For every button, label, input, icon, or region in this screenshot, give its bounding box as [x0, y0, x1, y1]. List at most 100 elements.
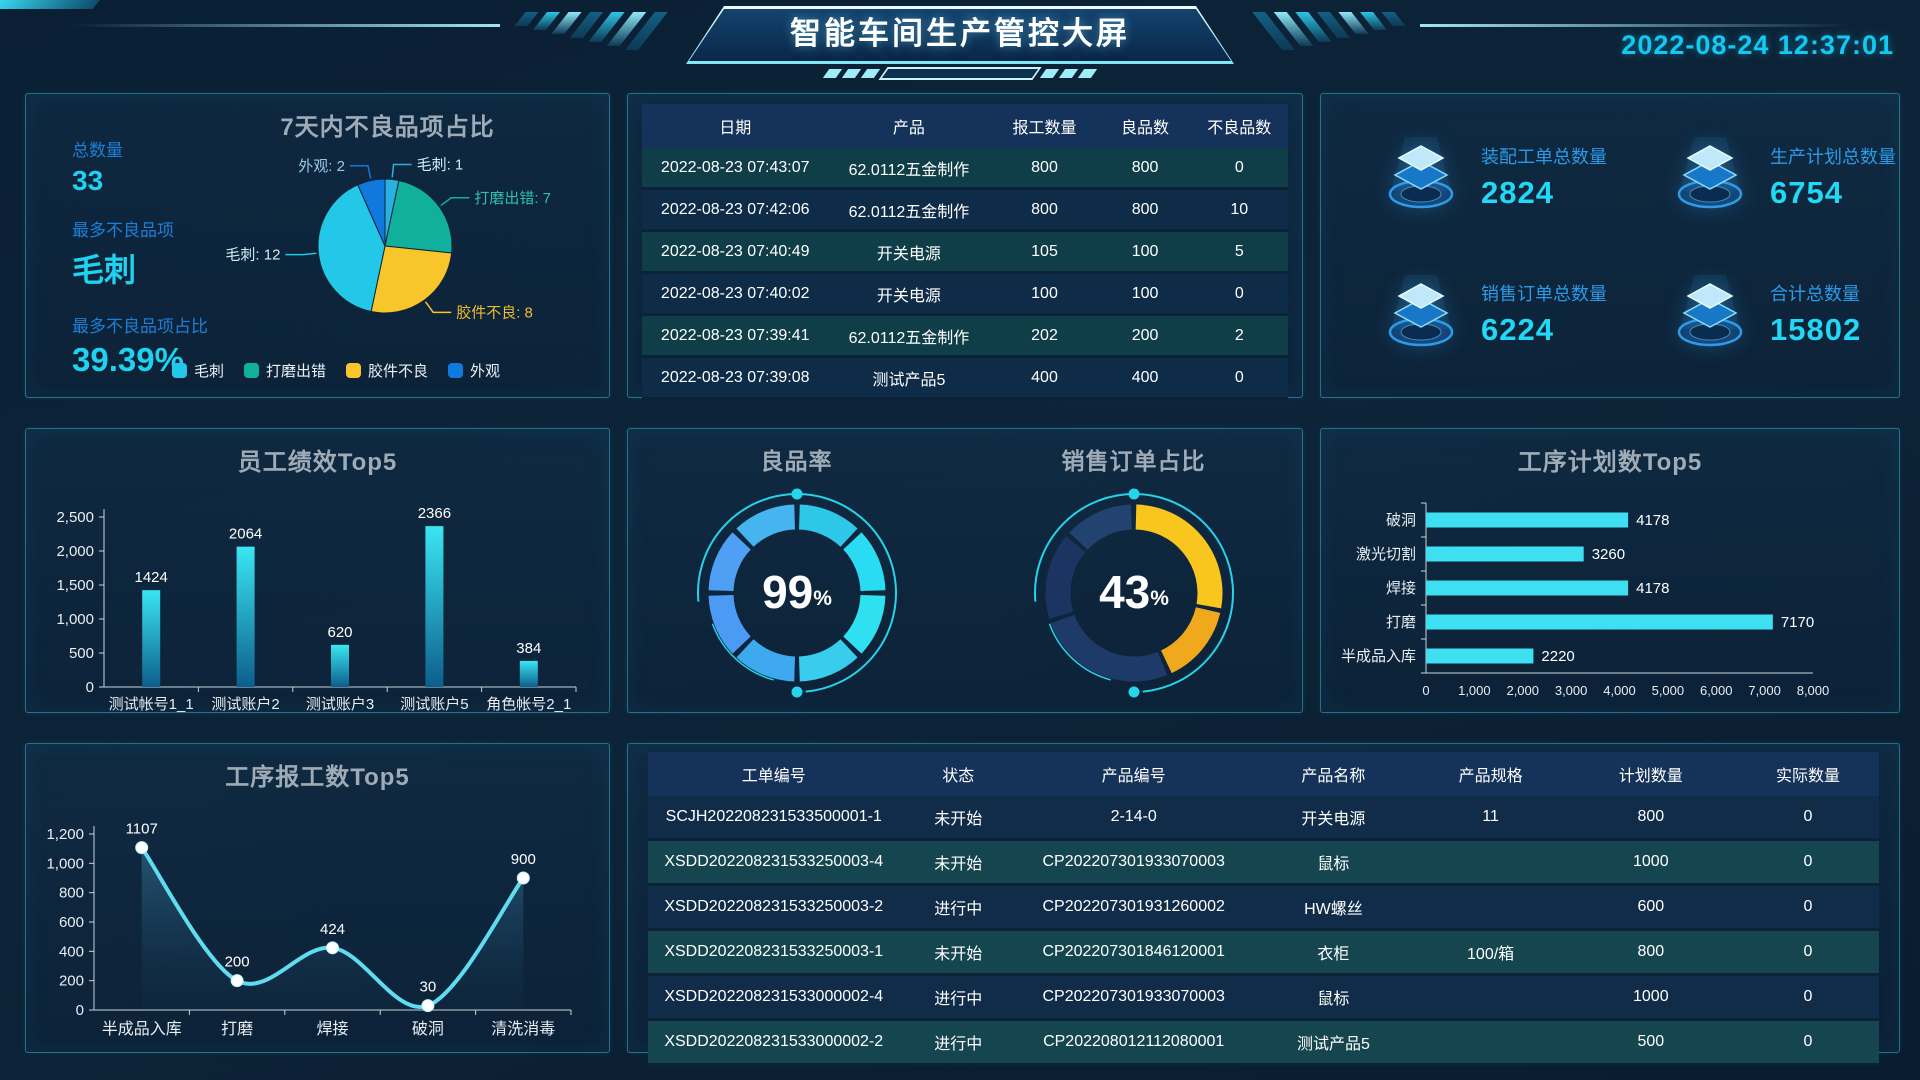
pie-legend: 毛刺 打磨出错 胶件不良 外观: [172, 360, 500, 381]
table-cell: 鼠标: [1250, 839, 1417, 885]
sales-ratio-gauge-box: 销售订单占比 43%: [965, 429, 1302, 712]
table-header-row: 日期 产品 报工数量 良品数 不良品数: [642, 104, 1288, 148]
header-left-line-decoration: [70, 24, 500, 27]
table-cell: 100/箱: [1416, 929, 1565, 975]
svg-text:0: 0: [76, 1002, 84, 1019]
header-right-line-decoration: [1420, 24, 1850, 27]
table-cell: HW螺丝: [1250, 884, 1417, 930]
table-row: 2022-08-23 07:39:41 62.0112五金制作 202 200 2: [642, 314, 1288, 357]
header-right-stripes-decoration: [1252, 12, 1406, 50]
table-cell: CP202207301933070003: [1017, 839, 1251, 885]
table-cell: XSDD202208231533000002-4: [648, 974, 900, 1020]
svg-text:外观: 2: 外观: 2: [298, 158, 345, 175]
stat-top-defect-ratio: 最多不良品项占比 39.39%: [72, 317, 208, 378]
legend-item-胶件不良[interactable]: 胶件不良: [346, 360, 428, 381]
svg-text:1,000: 1,000: [1458, 683, 1491, 698]
table-cell: 0: [1736, 974, 1879, 1020]
pie-slice-毛刺[interactable]: [317, 184, 386, 313]
table-cell: 0: [1190, 148, 1288, 189]
svg-text:400: 400: [59, 943, 84, 960]
dash-decoration: [1058, 69, 1079, 78]
table-cell: 800: [1564, 796, 1737, 840]
svg-text:3260: 3260: [1592, 546, 1625, 563]
table-cell: 进行中: [899, 884, 1018, 930]
column-header: 工单编号: [648, 752, 900, 796]
good-rate-gauge: 99%: [682, 478, 912, 713]
stripe-decoration: [1381, 12, 1406, 26]
gauge-value: 43%: [1099, 566, 1169, 618]
panel-title: 7天内不良品项占比: [280, 114, 495, 141]
table-cell: 10: [1190, 188, 1288, 231]
svg-text:测试帐号1_1: 测试帐号1_1: [109, 696, 194, 713]
table-cell: 62.0112五金制作: [828, 314, 990, 357]
svg-text:4178: 4178: [1636, 512, 1669, 529]
table-row: XSDD202208231533250003-1 未开始 CP20220730184…: [648, 929, 1879, 975]
table-cell: 800: [1099, 148, 1191, 189]
table-cell: 2022-08-23 07:39:08: [642, 356, 829, 399]
svg-text:200: 200: [225, 954, 250, 971]
table-cell: 2-14-0: [1017, 796, 1251, 840]
legend-item-毛刺[interactable]: 毛刺: [172, 360, 224, 381]
stat-card: 装配工单总数量 2824: [1321, 108, 1610, 246]
svg-text:打磨: 打磨: [1386, 614, 1416, 631]
table-cell: 5: [1190, 230, 1288, 273]
table-header-row: 工单编号 状态 产品编号 产品名称 产品规格 计划数量 实际数量: [648, 752, 1879, 796]
panel-title: 员工绩效Top5: [237, 449, 398, 476]
layers-icon: [1666, 271, 1754, 358]
table-row: XSDD202208231533000002-2 进行中 CP20220801211…: [648, 1019, 1879, 1065]
table-cell: [1416, 839, 1565, 885]
legend-item-外观[interactable]: 外观: [448, 360, 500, 381]
svg-text:1,000: 1,000: [46, 855, 84, 872]
table-row: 2022-08-23 07:40:49 开关电源 105 100 5: [642, 230, 1288, 273]
table-cell: CP202208012112080001: [1017, 1019, 1251, 1065]
table-cell: 2022-08-23 07:40:02: [642, 272, 829, 315]
stat-value: 6224: [1481, 312, 1554, 348]
svg-text:清洗消毒: 清洗消毒: [491, 1020, 555, 1038]
table-cell: 0: [1736, 1019, 1879, 1065]
table-cell: 200: [1099, 314, 1191, 357]
svg-text:3,000: 3,000: [1555, 683, 1588, 698]
svg-text:0: 0: [1422, 683, 1429, 698]
table-row: XSDD202208231533000002-4 进行中 CP20220730193…: [648, 974, 1879, 1020]
table-cell: CP202207301846120001: [1017, 929, 1251, 975]
legend-item-打磨出错[interactable]: 打磨出错: [244, 360, 326, 381]
table-cell: CP202207301931260002: [1017, 884, 1251, 930]
stat-value: 2824: [1481, 174, 1554, 210]
pie-slice-胶件不良[interactable]: [370, 245, 453, 314]
pie-slice-打磨出错[interactable]: [384, 179, 453, 254]
sales-ratio-gauge: 43%: [1019, 478, 1249, 713]
stat-label: 生产计划总数量: [1770, 146, 1896, 167]
table-row: XSDD202208231533250003-4 未开始 CP20220730193…: [648, 839, 1879, 885]
column-header: 产品编号: [1017, 752, 1251, 796]
stat-card: 销售订单总数量 6224: [1321, 246, 1610, 384]
svg-text:8,000: 8,000: [1797, 683, 1830, 698]
table-cell: 开关电源: [1250, 796, 1417, 840]
svg-text:打磨: 打磨: [221, 1020, 253, 1038]
header: 智能车间生产管控大屏 2022-08-24 12:37:01: [0, 0, 1920, 92]
svg-text:0: 0: [86, 679, 94, 696]
svg-text:测试账户2: 测试账户2: [211, 696, 279, 713]
table-cell: 2: [1190, 314, 1288, 357]
svg-text:2,000: 2,000: [56, 543, 94, 560]
panel-title: 工序报工数Top5: [225, 764, 410, 791]
table-cell: 0: [1736, 796, 1879, 840]
svg-text:1,200: 1,200: [46, 826, 84, 843]
svg-text:测试账户3: 测试账户3: [306, 696, 374, 713]
svg-text:4,000: 4,000: [1603, 683, 1636, 698]
table-cell: 62.0112五金制作: [828, 188, 990, 231]
svg-text:测试账户5: 测试账户5: [400, 696, 468, 713]
table-cell: 100: [1099, 230, 1191, 273]
svg-text:破洞: 破洞: [1386, 512, 1416, 529]
table-cell: 未开始: [899, 929, 1018, 975]
table-cell: 鼠标: [1250, 974, 1417, 1020]
pie-slice-外观[interactable]: [357, 178, 386, 247]
table-cell: 0: [1736, 884, 1879, 930]
gauge-title: 销售订单占比: [1061, 448, 1206, 474]
table-cell: 0: [1190, 272, 1288, 315]
table-cell: 测试产品5: [828, 356, 990, 399]
defect-pie-chart: 毛刺: 1 打磨出错: 7 胶件不良: 8 毛刺: 12 外观: 2: [191, 120, 611, 370]
panel-title: 工序计划数Top5: [1517, 449, 1703, 476]
svg-text:角色帐号2_1: 角色帐号2_1: [486, 696, 571, 713]
table-cell: 进行中: [899, 974, 1018, 1020]
svg-text:424: 424: [320, 921, 345, 938]
